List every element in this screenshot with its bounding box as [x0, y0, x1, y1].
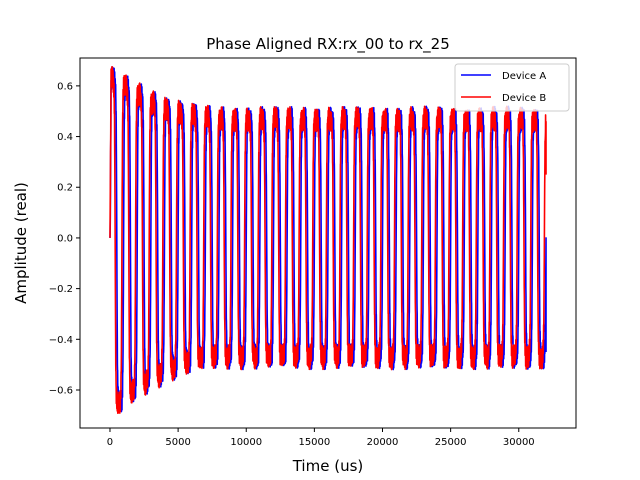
x-tick-label: 25000: [435, 437, 467, 448]
x-axis: 0 5000 10000 15000 20000 25000 30000: [107, 428, 535, 448]
x-tick-label: 10000: [230, 437, 262, 448]
series-layer: [109, 66, 547, 415]
x-tick-label: 5000: [165, 437, 190, 448]
y-tick-label: −0.6: [49, 385, 73, 396]
x-tick-label: 20000: [367, 437, 399, 448]
y-tick-label: −0.2: [49, 284, 73, 295]
legend-label-device-a: Device A: [502, 71, 546, 82]
y-axis: −0.6 −0.4 −0.2 0.0 0.2 0.4 0.6: [49, 81, 80, 396]
x-tick-label: 15000: [298, 437, 330, 448]
x-axis-label: Time (us): [292, 457, 364, 475]
y-tick-label: −0.4: [49, 335, 73, 346]
plot-area: [109, 66, 547, 415]
y-tick-label: 0.6: [57, 81, 73, 92]
y-tick-label: 0.4: [57, 132, 73, 143]
legend-label-device-b: Device B: [502, 93, 546, 104]
legend: Device A Device B: [454, 63, 570, 112]
x-tick-label: 0: [107, 437, 113, 448]
plot-frame: [79, 57, 577, 429]
series-line-device-b: [109, 66, 547, 415]
chart-title: Phase Aligned RX:rx_00 to rx_25: [206, 35, 450, 54]
y-tick-label: 0.2: [57, 183, 73, 194]
x-tick-label: 30000: [503, 437, 535, 448]
y-tick-label: 0.0: [57, 233, 73, 244]
y-axis-label: Amplitude (real): [12, 182, 30, 304]
